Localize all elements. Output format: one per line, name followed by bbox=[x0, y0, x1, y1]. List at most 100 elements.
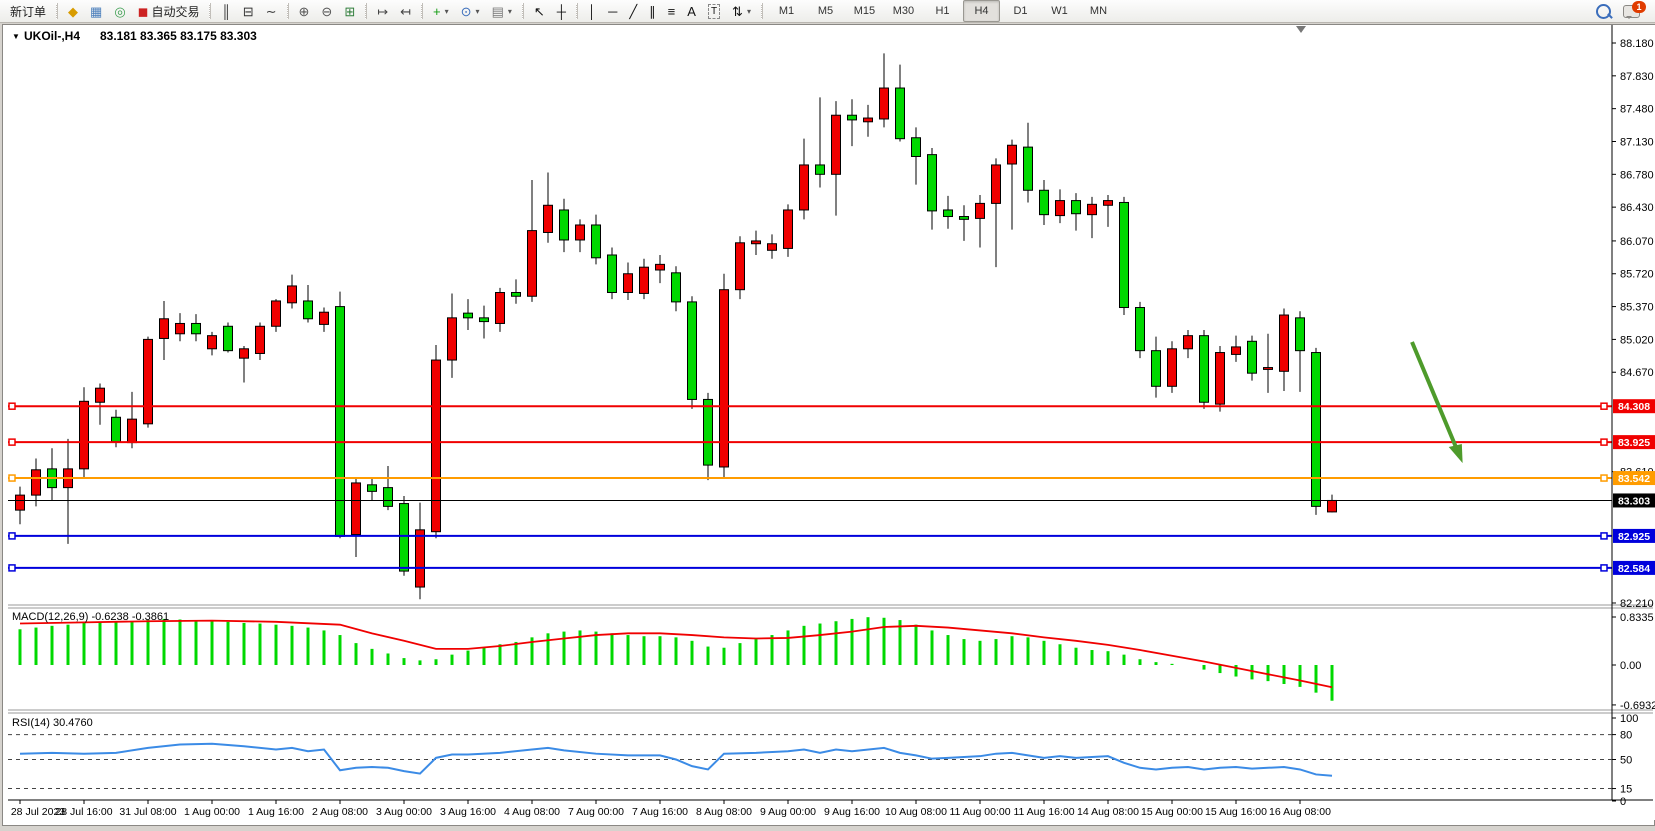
trendline-icon[interactable]: ╱ bbox=[624, 0, 642, 22]
line-anchor[interactable] bbox=[1600, 474, 1608, 482]
fibonacci-icon[interactable]: ≡ bbox=[663, 0, 681, 22]
arrow-shaft[interactable] bbox=[1410, 341, 1460, 453]
price-tick-label: 84.670 bbox=[1620, 367, 1654, 379]
candle-body bbox=[95, 387, 105, 403]
timeframe-m30[interactable]: M30 bbox=[885, 0, 922, 22]
price-badge-82.584: 82.584 bbox=[1613, 560, 1655, 575]
candle-body bbox=[735, 242, 745, 291]
trend-arrow[interactable] bbox=[1410, 341, 1463, 464]
price-tick-label: 86.070 bbox=[1620, 236, 1654, 248]
timeframe-h1[interactable]: H1 bbox=[924, 0, 961, 22]
date-label: 3 Aug 00:00 bbox=[376, 806, 432, 818]
zoom-in-icon: ⊕ bbox=[298, 3, 310, 19]
new-order-button[interactable]: 新订单 bbox=[5, 0, 51, 22]
candle-body bbox=[655, 263, 665, 271]
macd-axis-label: 0.00 bbox=[1620, 660, 1641, 672]
candle-body bbox=[1135, 307, 1145, 352]
timeframe-m5[interactable]: M5 bbox=[807, 0, 844, 22]
chart-shift-icon[interactable]: ↤ bbox=[395, 0, 416, 22]
add-indicator-button[interactable]: + ▾ bbox=[428, 0, 454, 22]
candle-body bbox=[335, 306, 345, 537]
line-chart-icon[interactable]: ∼ bbox=[261, 0, 282, 22]
search-button[interactable] bbox=[1591, 0, 1616, 22]
timeframe-m15-label: M15 bbox=[853, 5, 876, 17]
periods-button[interactable]: ⊙ ▾ bbox=[456, 0, 485, 22]
price-badge-bg bbox=[1613, 399, 1655, 414]
arrows-icon[interactable]: ⇅ ▾ bbox=[727, 0, 756, 22]
tile-windows-icon[interactable]: ⊞ bbox=[339, 0, 360, 22]
line-anchor[interactable] bbox=[8, 474, 16, 482]
horizontal-line-icon: ─ bbox=[608, 3, 618, 19]
toolbar-separator bbox=[421, 3, 424, 19]
chevron-down-icon[interactable]: ▾ bbox=[444, 6, 449, 16]
timeframe-mn[interactable]: MN bbox=[1080, 0, 1117, 22]
line-anchor[interactable] bbox=[8, 402, 16, 410]
strategy-tester-icon[interactable]: ◎ bbox=[109, 0, 130, 22]
arrow-head[interactable] bbox=[1448, 444, 1463, 464]
price-tick-label: 87.830 bbox=[1620, 71, 1654, 83]
zoom-in-icon[interactable]: ⊕ bbox=[294, 0, 315, 22]
text-label-icon[interactable]: T bbox=[703, 0, 725, 22]
timeframe-m1[interactable]: M1 bbox=[768, 0, 805, 22]
candle-body bbox=[367, 484, 377, 492]
line-anchor[interactable] bbox=[8, 438, 16, 446]
date-label: 7 Aug 16:00 bbox=[632, 806, 688, 818]
auto-scroll-icon[interactable]: ↦ bbox=[372, 0, 393, 22]
candle-body bbox=[1023, 146, 1033, 191]
vertical-line-icon[interactable]: │ bbox=[583, 0, 601, 22]
line-anchor[interactable] bbox=[1600, 438, 1608, 446]
periods-icon: ⊙ bbox=[460, 3, 472, 19]
timeframe-h4[interactable]: H4 bbox=[962, 0, 1000, 22]
toolbar-right-group: 1 bbox=[1590, 0, 1651, 22]
chevron-down-icon[interactable]: ▾ bbox=[475, 6, 480, 16]
notifications-button[interactable]: 1 bbox=[1618, 0, 1646, 22]
candle-body bbox=[383, 487, 393, 507]
line-anchor[interactable] bbox=[1600, 564, 1608, 572]
channel-icon[interactable]: ∥ bbox=[644, 0, 661, 22]
chart-shift-marker[interactable] bbox=[1296, 26, 1306, 33]
line-anchor[interactable] bbox=[1600, 402, 1608, 410]
toolbar-separator bbox=[365, 3, 368, 19]
candle-body bbox=[623, 273, 633, 294]
text-icon[interactable]: A bbox=[682, 0, 701, 22]
timeframe-d1[interactable]: D1 bbox=[1002, 0, 1039, 22]
zoom-out-icon[interactable]: ⊖ bbox=[316, 0, 337, 22]
price-tick-label: 82.210 bbox=[1620, 598, 1654, 610]
data-window-icon[interactable]: ▦ bbox=[85, 0, 107, 22]
candle-body bbox=[175, 322, 185, 335]
bar-chart-icon[interactable]: ║ bbox=[216, 0, 235, 22]
candle-body bbox=[15, 494, 25, 511]
candlestick-chart-icon[interactable]: ⊟ bbox=[238, 0, 259, 22]
line-anchor[interactable] bbox=[8, 532, 16, 540]
timeframe-d1-label: D1 bbox=[1013, 5, 1028, 17]
auto-trading-button[interactable]: ◼ 自动交易 bbox=[133, 0, 205, 22]
text-icon: A bbox=[687, 3, 696, 19]
candle-body bbox=[271, 300, 281, 327]
candle-body bbox=[703, 398, 713, 466]
candle-body bbox=[911, 137, 921, 157]
candle-body bbox=[1231, 346, 1241, 355]
candle-body bbox=[303, 300, 313, 320]
date-label: 1 Aug 00:00 bbox=[184, 806, 240, 818]
templates-button[interactable]: ▤ ▾ bbox=[487, 0, 517, 22]
candle-body bbox=[415, 529, 425, 588]
date-label: 15 Aug 00:00 bbox=[1141, 806, 1203, 818]
crosshair-icon[interactable]: ┼ bbox=[552, 0, 571, 22]
horizontal-line-icon[interactable]: ─ bbox=[603, 0, 622, 22]
zoom-out-icon: ⊖ bbox=[321, 3, 333, 19]
candle-body bbox=[495, 292, 505, 324]
chevron-down-icon[interactable]: ▾ bbox=[746, 6, 751, 16]
cursor-icon[interactable]: ↖ bbox=[529, 0, 550, 22]
date-label: 15 Aug 16:00 bbox=[1205, 806, 1267, 818]
timeframe-m15[interactable]: M15 bbox=[846, 0, 883, 22]
toolbar-separator bbox=[521, 3, 524, 19]
chevron-down-icon[interactable]: ▾ bbox=[507, 6, 512, 16]
line-anchor[interactable] bbox=[8, 564, 16, 572]
candle-body bbox=[687, 301, 697, 400]
timeframe-w1[interactable]: W1 bbox=[1041, 0, 1078, 22]
market-watch-icon[interactable]: ◆ bbox=[63, 0, 83, 22]
line-anchor[interactable] bbox=[1600, 532, 1608, 540]
add-indicator-icon: + bbox=[433, 3, 441, 19]
line-chart-icon: ∼ bbox=[265, 3, 277, 19]
